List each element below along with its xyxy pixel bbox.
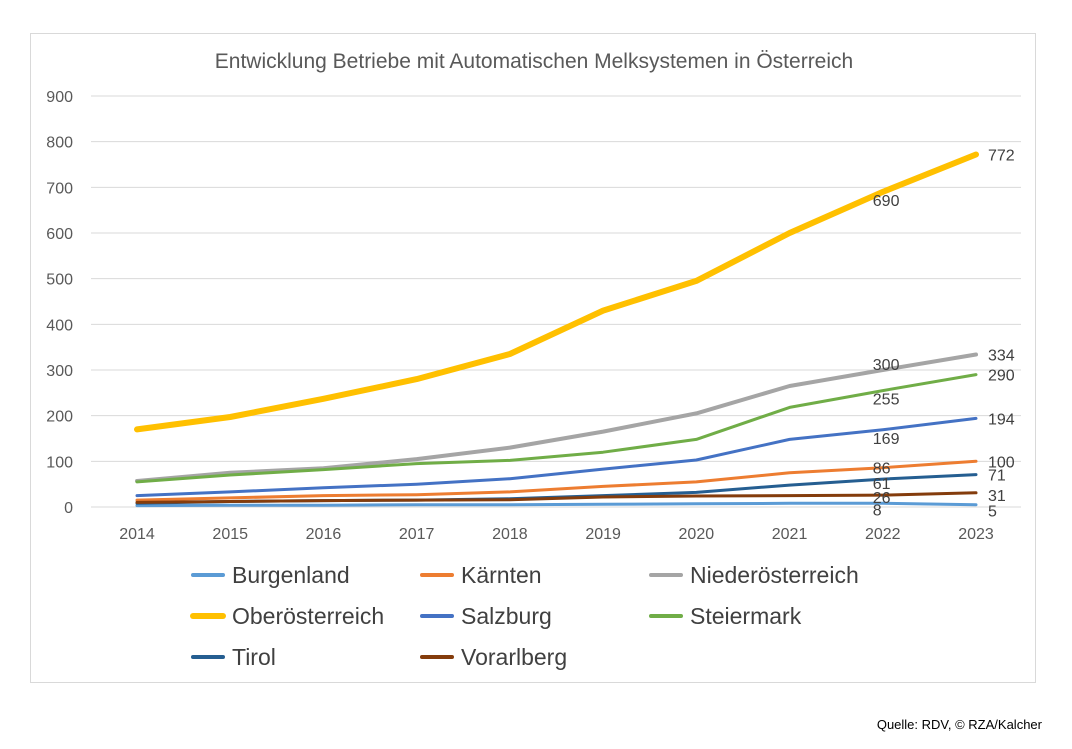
y-tick-label: 100 (46, 454, 73, 471)
data-label: 290 (988, 368, 1015, 385)
data-labels: 8 5 86 100 300 334 690 772 169 194 255 290 61 71 26 31 (873, 147, 1015, 520)
data-label: 169 (873, 431, 900, 448)
x-tick-label: 2021 (772, 526, 808, 543)
y-tick-label: 300 (46, 363, 73, 380)
y-tick-label: 600 (46, 226, 73, 243)
data-label: 26 (873, 490, 891, 507)
data-label: 255 (873, 392, 900, 409)
chart-title: Entwicklung Betriebe mit Automatischen M… (215, 50, 853, 73)
x-tick-label: 2023 (958, 526, 994, 543)
legend: Burgenland Kärnten Niederösterreich Oberöst… (190, 562, 859, 670)
legend-item-oberösterreich: Oberösterreich (190, 603, 384, 629)
data-label: 61 (873, 476, 891, 493)
series-line-niederösterreich (135, 352, 978, 483)
data-label: 300 (873, 357, 900, 374)
data-label: 690 (873, 193, 900, 210)
series-line-salzburg (135, 416, 978, 498)
series-line-kärnten (135, 459, 978, 502)
legend-item-steiermark: Steiermark (649, 603, 802, 629)
legend-label: Kärnten (461, 562, 542, 588)
x-tick-label: 2017 (399, 526, 435, 543)
x-tick-label: 2014 (119, 526, 155, 543)
legend-item-salzburg: Salzburg (420, 603, 552, 629)
legend-label: Niederösterreich (690, 562, 859, 588)
y-tick-label: 700 (46, 180, 73, 197)
data-label: 5 (988, 504, 997, 521)
legend-label: Oberösterreich (232, 603, 384, 629)
x-tick-label: 2020 (679, 526, 715, 543)
series-line-oberösterreich (134, 151, 979, 433)
y-tick-label: 0 (64, 500, 73, 517)
x-tick-label: 2019 (585, 526, 621, 543)
y-tick-label: 200 (46, 409, 73, 426)
legend-label: Steiermark (690, 603, 802, 629)
y-axis-ticks: 0 100 200 300 400 500 600 700 800 900 (46, 89, 73, 517)
source-note: Quelle: RDV, © RZA/Kalcher (876, 717, 1042, 732)
line-chart: Entwicklung Betriebe mit Automatischen M… (46, 50, 1021, 670)
data-label: 71 (988, 468, 1006, 485)
x-axis-ticks: 2014 2015 2016 2017 2018 2019 2020 2021 2022 2023 (119, 526, 994, 543)
data-label: 334 (988, 347, 1015, 364)
y-tick-label: 400 (46, 317, 73, 334)
legend-label: Vorarlberg (461, 644, 567, 670)
series-line-steiermark (135, 373, 978, 484)
legend-item-burgenland: Burgenland (191, 562, 350, 588)
x-tick-label: 2022 (865, 526, 901, 543)
legend-item-vorarlberg: Vorarlberg (420, 644, 567, 670)
legend-label: Burgenland (232, 562, 350, 588)
data-label: 31 (988, 488, 1006, 505)
legend-label: Tirol (232, 644, 276, 670)
legend-item-kärnten: Kärnten (420, 562, 542, 588)
data-label: 86 (873, 461, 891, 478)
legend-label: Salzburg (461, 603, 552, 629)
x-tick-label: 2016 (306, 526, 342, 543)
data-label: 8 (873, 502, 882, 519)
legend-item-tirol: Tirol (191, 644, 276, 670)
data-label: 194 (988, 411, 1015, 428)
series-line-burgenland (135, 501, 978, 508)
y-tick-label: 900 (46, 89, 73, 106)
series-lines (134, 151, 979, 508)
data-label: 772 (988, 147, 1015, 164)
data-label: 100 (988, 454, 1015, 471)
chart-frame: Entwicklung Betriebe mit Automatischen M… (30, 33, 1036, 683)
x-tick-label: 2018 (492, 526, 528, 543)
y-tick-label: 800 (46, 135, 73, 152)
series-line-vorarlberg (135, 491, 978, 504)
y-tick-label: 500 (46, 272, 73, 289)
x-tick-label: 2015 (212, 526, 248, 543)
legend-item-niederösterreich: Niederösterreich (649, 562, 859, 588)
